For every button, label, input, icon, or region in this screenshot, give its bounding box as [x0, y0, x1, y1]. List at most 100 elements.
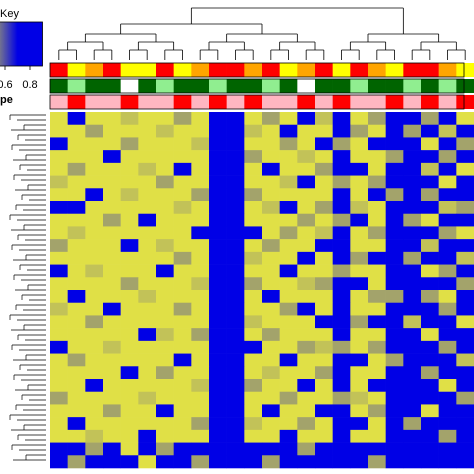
heatmap-cell: [85, 429, 104, 443]
column-annotation: [50, 79, 68, 93]
heatmap-cell: [103, 226, 121, 240]
heatmap-cell: [438, 429, 457, 443]
column-annotation: [156, 79, 174, 93]
heatmap-cell: [403, 429, 422, 443]
heatmap-cell: [226, 315, 245, 329]
heatmap-cell: [332, 455, 351, 469]
column-annotation: [244, 79, 263, 93]
heatmap-cell: [403, 315, 422, 329]
heatmap-cell: [403, 290, 422, 304]
heatmap-cell: [120, 150, 139, 164]
heatmap-cell: [50, 277, 68, 291]
heatmap-cell: [332, 404, 351, 418]
heatmap-cell: [156, 340, 174, 354]
heatmap-cell: [385, 404, 404, 418]
heatmap-cell: [438, 366, 457, 380]
heatmap-cell: [332, 150, 351, 164]
heatmap-cell: [456, 328, 474, 342]
heatmap-cell: [138, 124, 157, 138]
heatmap-cell: [138, 455, 157, 469]
heatmap-cell: [332, 213, 351, 227]
heatmap-cell: [191, 379, 210, 393]
heatmap-cell: [103, 175, 121, 189]
heatmap-cell: [262, 137, 280, 151]
heatmap-cell: [244, 353, 263, 367]
heatmap-cell: [421, 404, 439, 418]
heatmap-cell: [350, 417, 369, 431]
column-annotation: [120, 95, 139, 109]
heatmap-cell: [156, 353, 174, 367]
heatmap-cell: [103, 162, 121, 176]
heatmap-cell: [85, 112, 104, 126]
heatmap-cell: [191, 264, 210, 278]
heatmap-cell: [421, 442, 439, 456]
heatmap-cell: [50, 429, 68, 443]
heatmap-cell: [226, 302, 245, 316]
heatmap-cell: [244, 175, 263, 189]
heatmap-cell: [85, 239, 104, 253]
heatmap-cell: [350, 328, 369, 342]
heatmap-cell: [315, 264, 333, 278]
heatmap-cell: [279, 455, 298, 469]
heatmap-cell: [173, 340, 192, 354]
heatmap-cell: [315, 150, 333, 164]
heatmap-cell: [438, 112, 457, 126]
heatmap-cell: [50, 353, 68, 367]
column-annotation: [456, 79, 474, 93]
heatmap-cell: [67, 188, 86, 202]
heatmap-cell: [262, 328, 280, 342]
heatmap-cell: [138, 226, 157, 240]
heatmap-cell: [138, 150, 157, 164]
heatmap-cell: [279, 340, 298, 354]
heatmap-cell: [191, 162, 210, 176]
heatmap-cell: [297, 442, 316, 456]
heatmap-cell: [103, 391, 121, 405]
heatmap-cell: [226, 175, 245, 189]
heatmap-cell: [262, 379, 280, 393]
heatmap-cell: [209, 150, 227, 164]
heatmap-cell: [350, 251, 369, 265]
heatmap-cell: [368, 429, 386, 443]
heatmap-cell: [262, 150, 280, 164]
heatmap-cell: [50, 290, 68, 304]
heatmap-cell: [332, 290, 351, 304]
heatmap-cell: [173, 175, 192, 189]
heatmap-cell: [50, 201, 68, 215]
heatmap-cell: [350, 366, 369, 380]
heatmap-cell: [226, 226, 245, 240]
heatmap-cell: [315, 391, 333, 405]
column-annotation: [315, 79, 333, 93]
heatmap-cell: [103, 188, 121, 202]
column-annotation: [85, 79, 104, 93]
heatmap-cell: [244, 112, 263, 126]
heatmap-cell: [368, 162, 386, 176]
heatmap-cell: [138, 188, 157, 202]
column-annotation: [262, 95, 280, 109]
heatmap-cell: [403, 264, 422, 278]
heatmap-cell: [244, 201, 263, 215]
heatmap-cell: [262, 188, 280, 202]
heatmap-cell: [138, 379, 157, 393]
column-annotation: [421, 79, 439, 93]
column-annotation: [209, 63, 227, 77]
heatmap-cell: [103, 455, 121, 469]
column-annotation: [50, 95, 68, 109]
heatmap-cell: [173, 455, 192, 469]
heatmap-cell: [385, 175, 404, 189]
heatmap-cell: [438, 162, 457, 176]
heatmap-cell: [120, 201, 139, 215]
heatmap-cell: [350, 188, 369, 202]
heatmap-cell: [156, 226, 174, 240]
heatmap-cell: [244, 417, 263, 431]
heatmap-cell: [438, 290, 457, 304]
heatmap-cell: [120, 124, 139, 138]
heatmap-cell: [385, 226, 404, 240]
heatmap-cell: [156, 150, 174, 164]
heatmap-cell: [226, 213, 245, 227]
heatmap-cell: [368, 251, 386, 265]
heatmap-cell: [332, 417, 351, 431]
heatmap-cell: [332, 391, 351, 405]
heatmap-cell: [385, 340, 404, 354]
heatmap-cell: [279, 251, 298, 265]
heatmap-cell: [138, 137, 157, 151]
